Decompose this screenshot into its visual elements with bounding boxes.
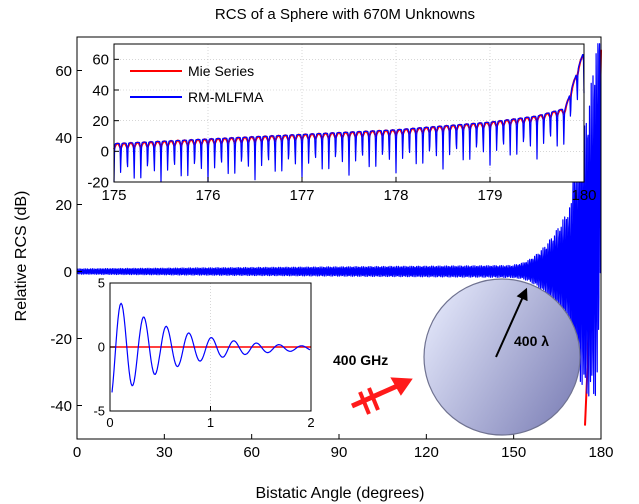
chart-title: RCS of a Sphere with 670M Unknowns	[215, 6, 475, 23]
legend-label: Mie Series	[188, 63, 254, 79]
x-tick-label: 30	[156, 444, 173, 461]
x-tick-label: 0	[73, 444, 81, 461]
plot-frame	[113, 43, 585, 183]
x-tick-label: 1	[207, 415, 214, 430]
x-tick-label: 90	[331, 444, 348, 461]
sphere	[423, 278, 581, 436]
legend: Mie Series RM-MLFMA	[130, 63, 264, 105]
x-tick-label: 120	[414, 444, 439, 461]
x-tick-label: 0	[106, 415, 113, 430]
x-tick-label: 175	[101, 187, 126, 204]
radius-label: 400 λ	[514, 333, 549, 349]
x-tick-label: 150	[501, 444, 526, 461]
series-line-rm-mlfma	[113, 53, 585, 183]
y-tick-label: 0	[98, 340, 105, 355]
x-tick-label: 179	[477, 187, 502, 204]
y-tick-label: 60	[55, 63, 72, 80]
y-tick-label: 0	[101, 144, 109, 161]
inset-top-plot: 175 176 177 178 179 180 -20 0 20 40 60 Mie Series RM…	[87, 43, 597, 204]
y-tick-label: 5	[98, 276, 105, 291]
x-tick-label: 177	[289, 187, 314, 204]
y-tick-label: 60	[92, 52, 109, 69]
frequency-label: 400 GHz	[333, 352, 388, 368]
series-group	[76, 43, 602, 426]
x-tick-label: 60	[243, 444, 260, 461]
y-tick-label: 0	[64, 264, 72, 281]
x-tick-label: 180	[588, 444, 613, 461]
x-tick-label: 180	[571, 187, 596, 204]
x-tick-label: 178	[383, 187, 408, 204]
series-line-rm-mlfma	[76, 43, 602, 397]
y-tick-label: -40	[50, 398, 72, 415]
x-tick-label: 2	[307, 415, 314, 430]
x-axis-label: Bistatic Angle (degrees)	[256, 485, 425, 502]
y-tick-label: 40	[55, 130, 72, 147]
legend-label: RM-MLFMA	[188, 89, 264, 105]
incident-wave-arrow	[350, 377, 413, 415]
series-group	[110, 302, 311, 393]
y-tick-label: -5	[93, 404, 105, 419]
series-group	[113, 53, 585, 183]
y-tick-label: -20	[87, 174, 109, 191]
y-tick-label: -20	[50, 331, 72, 348]
y-tick-label: 20	[92, 113, 109, 130]
y-tick-label: 20	[55, 197, 72, 214]
radius-arrow	[495, 287, 528, 358]
inset-bottom-plot: 0 1 2-505	[93, 276, 314, 430]
series-line-rm-mlfma	[111, 302, 311, 393]
sphere-illustration: 400 λ 400 GHz	[333, 278, 581, 436]
y-axis-label: Relative RCS (dB)	[13, 191, 30, 322]
series-line-mie-series	[113, 54, 585, 150]
y-tick-label: 40	[92, 82, 109, 99]
x-tick-label: 176	[195, 187, 220, 204]
